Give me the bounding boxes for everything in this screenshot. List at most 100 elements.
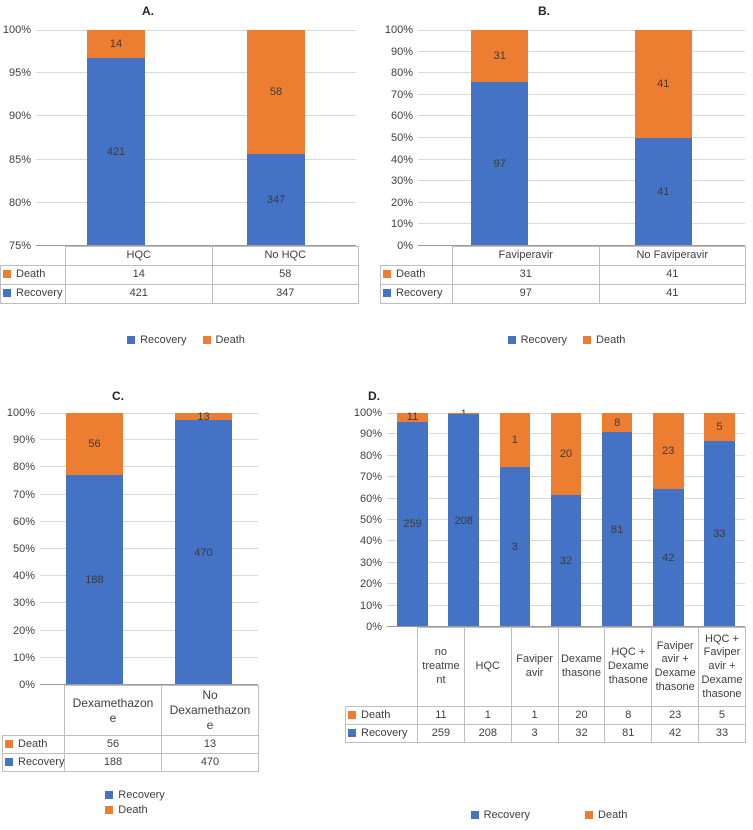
gridline bbox=[418, 93, 745, 95]
death-swatch bbox=[5, 739, 13, 748]
value-cell: 1 bbox=[463, 706, 512, 725]
y-tick-label: 40% bbox=[12, 570, 35, 583]
category-header-cell: HQC + Faviperavir + Dexamethasone bbox=[698, 627, 746, 707]
gridline bbox=[418, 180, 745, 182]
bar-slot: 11 259 bbox=[387, 411, 438, 627]
row-label-cell: Recovery bbox=[2, 753, 65, 772]
legend-items: Recovery Death bbox=[470, 809, 627, 821]
y-tick-label: 100% bbox=[353, 407, 382, 419]
y-tick-label: 70% bbox=[359, 471, 382, 484]
recovery-value-label: 208 bbox=[454, 514, 473, 527]
row-label-text: Death bbox=[361, 708, 391, 721]
bar-slot: 5 33 bbox=[694, 413, 745, 627]
row-label-cell: Death bbox=[380, 265, 453, 285]
gridline bbox=[418, 137, 745, 138]
gridline bbox=[36, 201, 356, 203]
value-cell: 23 bbox=[651, 706, 700, 725]
gridline bbox=[418, 30, 745, 31]
y-tick-label: 30% bbox=[12, 597, 35, 610]
row-label-text: Death bbox=[16, 268, 46, 281]
y-tick-label: 95% bbox=[8, 67, 31, 80]
y-tick-label: 0% bbox=[366, 621, 382, 633]
stacked-bar: 1 208 bbox=[448, 408, 480, 627]
gridline bbox=[418, 50, 745, 52]
recovery-value-label: 421 bbox=[106, 145, 126, 158]
recovery-legend-swatch bbox=[127, 336, 136, 344]
y-axis: 75% 80% 85% 90% 95% 100% bbox=[0, 24, 31, 252]
death-segment: 20 bbox=[550, 413, 582, 496]
bar-slot: 13 470 bbox=[149, 411, 258, 685]
plot-bars: 1125912081320328812342533 bbox=[387, 408, 745, 627]
value-cell: 56 bbox=[64, 735, 162, 754]
y-tick-label: 40% bbox=[390, 153, 413, 166]
legend-label: Death bbox=[118, 804, 148, 816]
row-label-text: Recovery bbox=[396, 287, 443, 300]
plot-area: 56 188 13 470 bbox=[40, 411, 258, 685]
y-tick-label: 85% bbox=[8, 153, 31, 166]
value-cell: 347 bbox=[211, 284, 359, 304]
row-label-cell: Recovery bbox=[345, 724, 418, 743]
category-header-cell: HQC bbox=[65, 246, 213, 266]
death-segment: 8 bbox=[601, 413, 633, 433]
gridline bbox=[36, 115, 356, 117]
table-corner-cell bbox=[381, 247, 453, 266]
data-table: no treatment HQC Faviperavir Dexamethasone H… bbox=[345, 627, 746, 743]
y-tick-label: 100% bbox=[2, 24, 31, 36]
recovery-value-label: 259 bbox=[403, 518, 422, 531]
value-cell: 20 bbox=[557, 706, 606, 725]
y-tick-label: 80% bbox=[390, 67, 413, 80]
row-label-text: Recovery bbox=[361, 726, 408, 739]
legend-item-death: Death bbox=[105, 804, 148, 816]
recovery-segment: 470 bbox=[174, 420, 233, 685]
stacked-bar: 41 41 bbox=[634, 30, 692, 246]
legend-item-death: Death bbox=[585, 809, 627, 821]
y-tick-label: 70% bbox=[12, 488, 35, 501]
table-header-row: HQC No HQC bbox=[1, 246, 359, 266]
chart-panel-a: A. 14 421 58 347 75% 80% 85% 90% 95% 100% HQC No HQ… bbox=[0, 0, 372, 372]
value-cell: 32 bbox=[557, 724, 606, 743]
row-label-cell: Death bbox=[0, 265, 66, 285]
y-tick-label: 80% bbox=[12, 461, 35, 474]
value-cell: 208 bbox=[463, 724, 512, 743]
y-tick-label: 60% bbox=[12, 515, 35, 528]
bar-slot: 58 347 bbox=[196, 30, 356, 246]
death-swatch bbox=[3, 270, 11, 279]
gridline bbox=[40, 656, 258, 658]
value-cell: 13 bbox=[161, 735, 259, 754]
value-cell: 41 bbox=[598, 265, 746, 285]
stacked-bar: 58 347 bbox=[247, 30, 305, 246]
data-table: HQC No HQC Death 14 58 Recovery 421 347 bbox=[0, 246, 359, 304]
y-tick-label: 80% bbox=[359, 449, 382, 462]
x-axis-line bbox=[387, 626, 745, 627]
legend-label: Recovery bbox=[140, 334, 187, 346]
death-legend-swatch bbox=[585, 811, 594, 819]
death-value-label: 41 bbox=[657, 78, 670, 90]
death-value-label: 11 bbox=[406, 411, 419, 424]
row-label-text: Death bbox=[18, 737, 48, 750]
table-header-row: Dexamethazone No Dexamethazone bbox=[3, 685, 259, 736]
death-value-label: 1 bbox=[511, 433, 518, 446]
gridline bbox=[40, 548, 258, 549]
y-axis: 0% 10% 20% 30% 40% 50% 60% 70% 80% 90% 100% bbox=[345, 407, 382, 633]
recovery-value-label: 42 bbox=[662, 551, 675, 564]
table-row-recovery: Recovery 97 41 bbox=[380, 284, 746, 304]
recovery-segment: 32 bbox=[550, 495, 582, 627]
bar-slot: 31 97 bbox=[418, 30, 582, 246]
value-cell: 5 bbox=[698, 706, 746, 725]
y-tick-label: 20% bbox=[390, 196, 413, 209]
plot-area: 31 97 41 41 bbox=[418, 30, 745, 246]
panel-label-d: D. bbox=[368, 389, 380, 403]
bar-slot: 56 188 bbox=[40, 413, 149, 685]
death-segment: 11 bbox=[397, 411, 428, 424]
recovery-legend-swatch bbox=[470, 811, 479, 819]
value-cell: 31 bbox=[452, 265, 600, 285]
recovery-swatch bbox=[5, 757, 13, 766]
chart-panel-d: D. 11259120813203288123425330%10%20%30%4… bbox=[345, 385, 753, 830]
recovery-segment: 421 bbox=[87, 57, 145, 246]
stacked-bar: 5 33 bbox=[704, 413, 735, 627]
plot-bars: 14 421 58 347 bbox=[36, 30, 356, 246]
legend-item-death: Death bbox=[583, 334, 625, 346]
death-segment: 1 bbox=[448, 408, 480, 420]
recovery-segment: 97 bbox=[471, 82, 529, 246]
table-row-recovery: Recovery 421 347 bbox=[0, 284, 359, 304]
